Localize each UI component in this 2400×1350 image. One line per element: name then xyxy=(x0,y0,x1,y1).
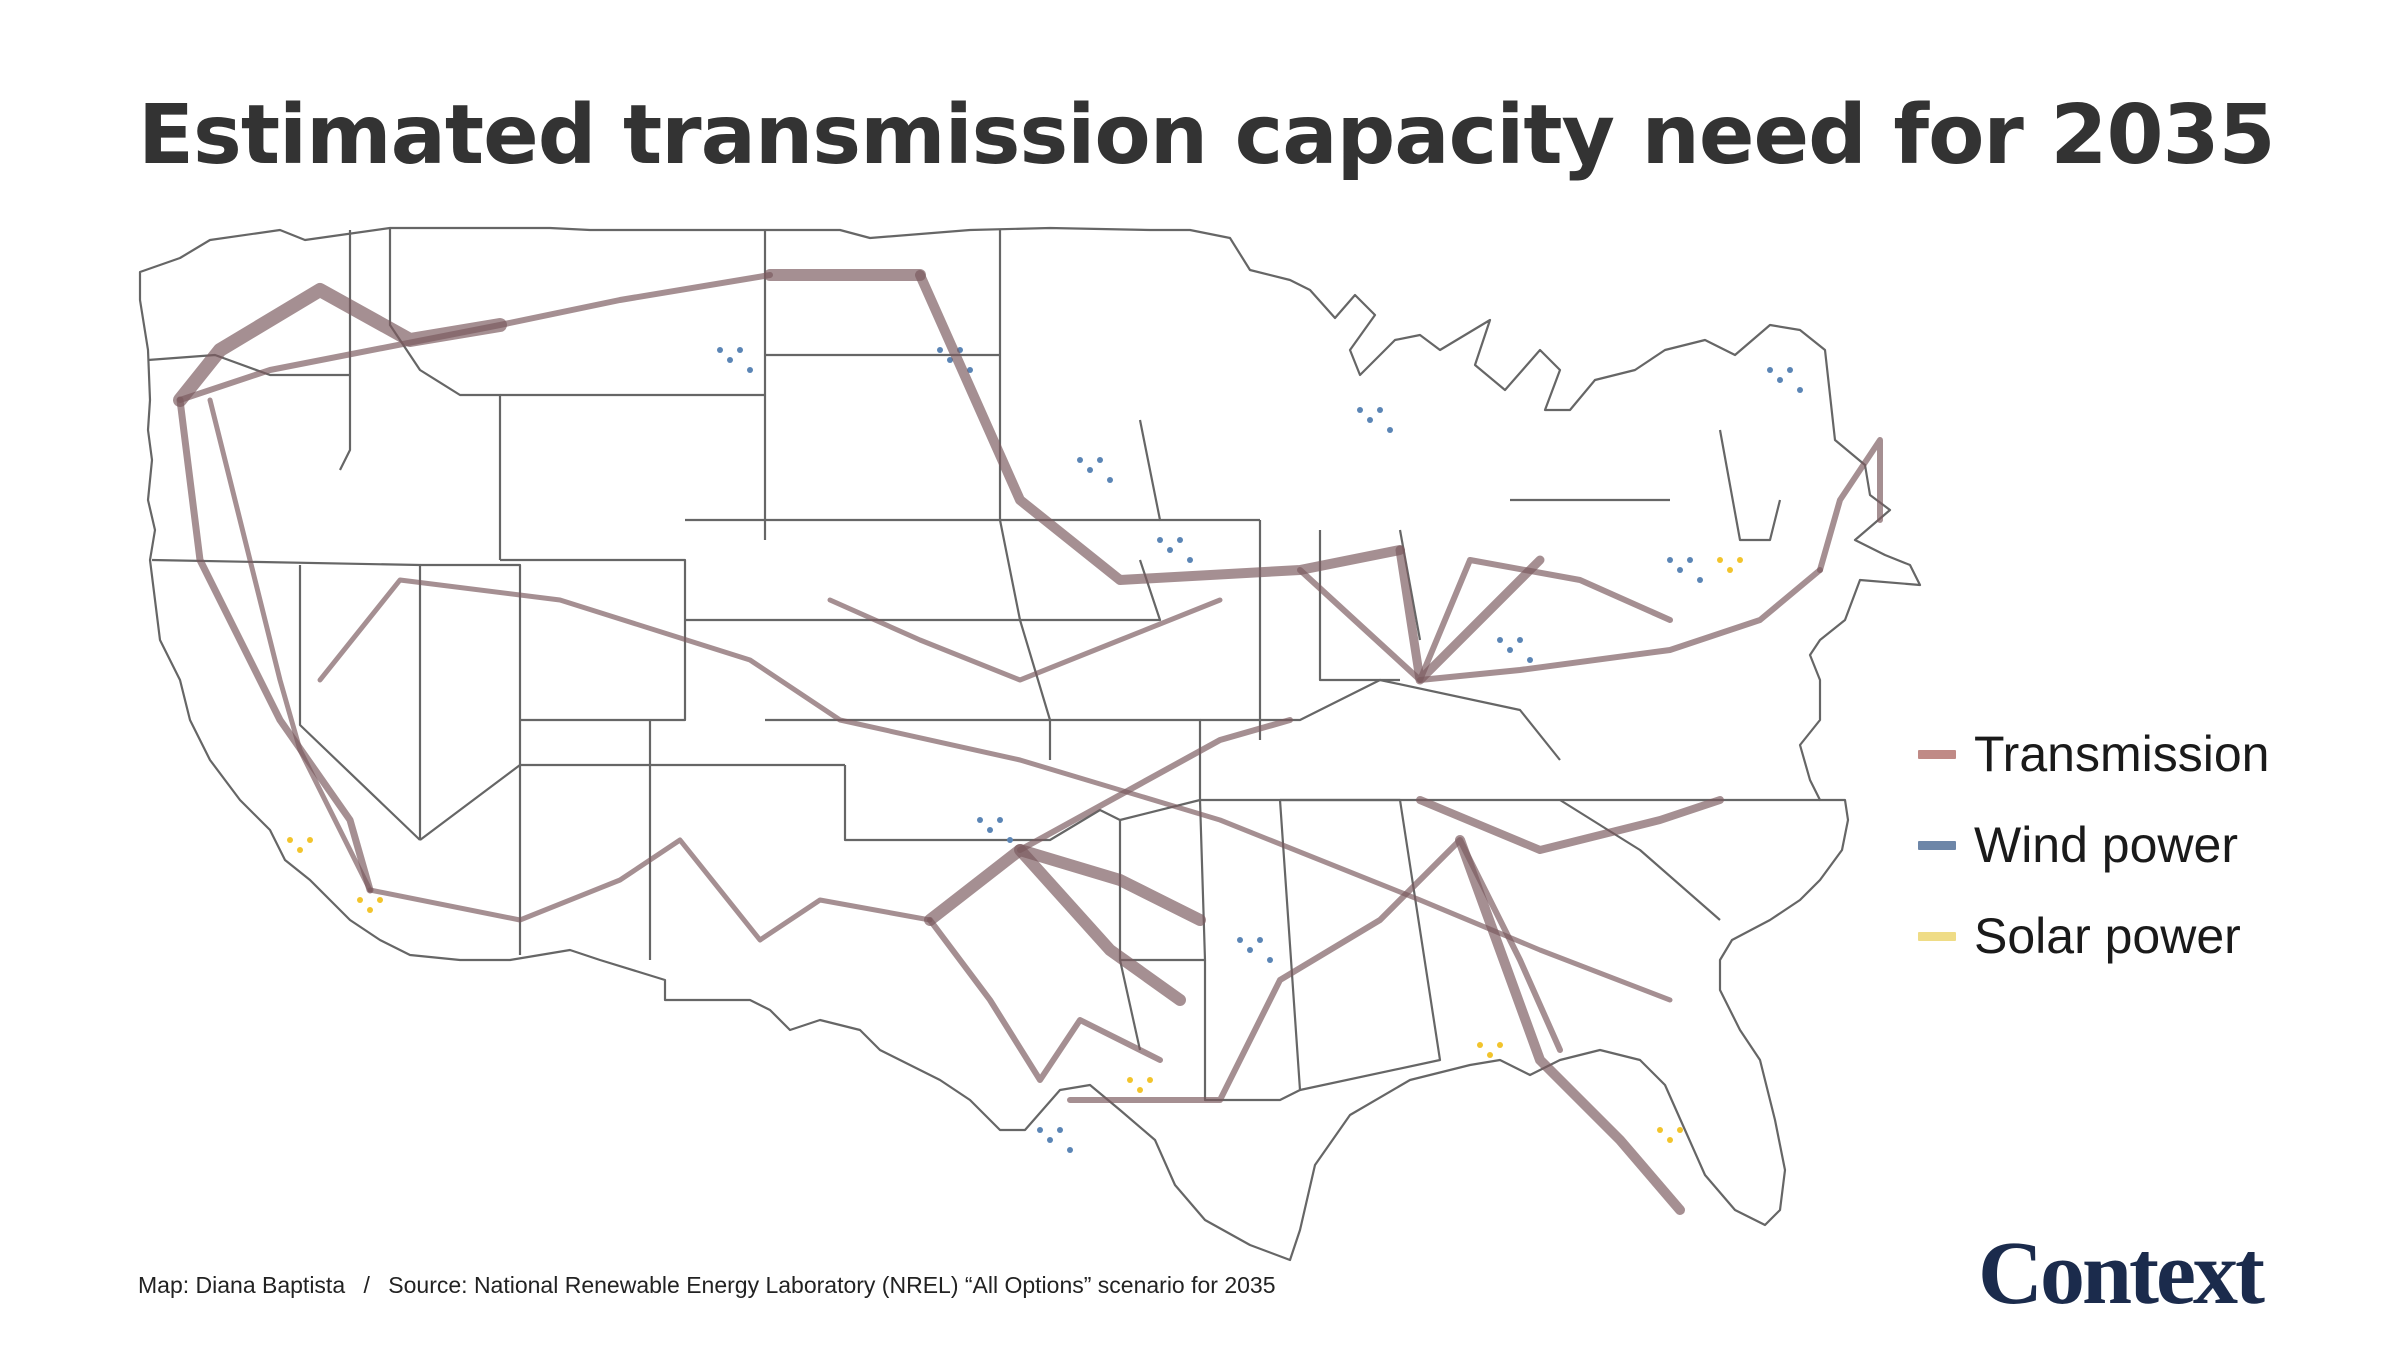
border-la xyxy=(1118,959,1142,1051)
border-ky xyxy=(1200,678,1561,761)
border-mn xyxy=(998,230,1160,522)
line-southeast xyxy=(1416,796,1724,854)
footer-separator: / xyxy=(363,1272,370,1298)
state-borders xyxy=(138,226,1922,1262)
wind-dots xyxy=(717,347,1803,1153)
line-mn-il xyxy=(915,270,1405,585)
border-nv-ut xyxy=(420,563,522,765)
solar-dots xyxy=(287,557,1743,1143)
border-ia xyxy=(998,519,1162,622)
border-wa-id-or xyxy=(339,230,352,471)
wind-power-swatch xyxy=(1918,840,1956,850)
border-ms-al xyxy=(1203,799,1302,1102)
us-outline xyxy=(138,226,1922,1262)
data-source: Source: National Renewable Energy Labora… xyxy=(388,1272,1276,1298)
line-midwest-web xyxy=(1297,557,1673,683)
line-southwest xyxy=(367,837,933,943)
line-northeast xyxy=(1817,437,1883,573)
line-florida xyxy=(1455,835,1685,1215)
line-west-coast xyxy=(176,396,374,894)
map-legend: Transmission Wind power Solar power xyxy=(1918,726,2270,964)
legend-label-transmission: Transmission xyxy=(1974,726,2270,782)
line-plains xyxy=(827,597,1223,683)
source-footer: Map: Diana Baptista / Source: National R… xyxy=(138,1272,1276,1299)
transmission-lines xyxy=(173,269,1883,1215)
line-mountain xyxy=(317,577,1673,1003)
legend-label-solar: Solar power xyxy=(1974,908,2241,964)
border-ar xyxy=(1118,799,1207,962)
border-co-nm xyxy=(648,720,845,767)
legend-item-wind: Wind power xyxy=(1918,817,2269,873)
line-ok-mo xyxy=(1017,717,1293,853)
us-transmission-map xyxy=(138,226,1922,1262)
border-ks-ok xyxy=(765,718,1052,760)
map-credit: Map: Diana Baptista xyxy=(138,1272,346,1298)
line-gulf xyxy=(1067,837,1563,1103)
solar-power-swatch xyxy=(1918,931,1956,941)
border-ok-tx xyxy=(843,765,1121,842)
border-id-mt-wy xyxy=(388,228,502,560)
border-wi-il xyxy=(1138,419,1260,522)
border-ut-az xyxy=(419,763,522,955)
border-wa-or xyxy=(147,353,350,377)
line-texas-north xyxy=(1014,844,1186,1006)
border-al-ga xyxy=(1280,798,1442,1092)
line-west-inland xyxy=(207,397,373,893)
page-title: Estimated transmission capacity need for… xyxy=(138,88,2276,183)
transmission-swatch xyxy=(1918,749,1956,759)
legend-item-solar: Solar power xyxy=(1918,908,2269,964)
border-wy-co xyxy=(500,558,687,722)
legend-label-wind: Wind power xyxy=(1974,817,2238,873)
line-texas-south xyxy=(927,917,1163,1083)
line-nw-upper xyxy=(177,272,773,403)
border-ca-nv-diag xyxy=(298,565,421,841)
line-texas-hub xyxy=(924,844,1206,926)
line-east xyxy=(1417,567,1823,683)
border-ne-states xyxy=(1718,429,1782,542)
border-in-oh xyxy=(1318,530,1400,682)
legend-item-transmission: Transmission xyxy=(1918,726,2270,782)
context-logo: Context xyxy=(1978,1224,2265,1323)
border-nc-sc xyxy=(1559,799,1721,921)
border-az-nm xyxy=(520,763,652,960)
